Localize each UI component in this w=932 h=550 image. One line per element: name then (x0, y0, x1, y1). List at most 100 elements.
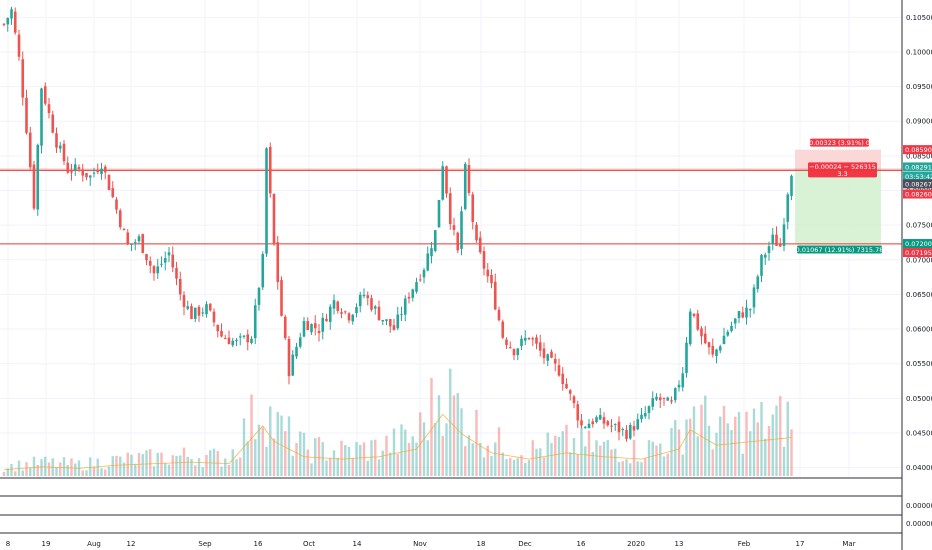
volume-bar (452, 395, 456, 476)
volume-bar (700, 404, 703, 476)
candle-body (235, 340, 238, 342)
candle-body (520, 338, 523, 347)
time-axis[interactable]: 8 19 Aug 12 Sep 16 Oct 14 Nov 18 Dec 16 2020 13 Feb 17 M… (0, 532, 902, 548)
volume-bars (2, 368, 793, 476)
candle-body (666, 397, 670, 401)
volume-bar (629, 463, 632, 476)
candle-body (471, 194, 475, 222)
horizontal-levels[interactable] (0, 168, 902, 245)
chart-grid (0, 0, 902, 478)
candle-body (77, 167, 81, 170)
volume-bar (325, 460, 328, 476)
volume-bar (606, 440, 609, 476)
volume-bar (261, 427, 264, 476)
time-tick-label: 8 (6, 540, 10, 548)
volume-bar (152, 466, 156, 476)
volume-bar (719, 416, 722, 476)
volume-bar (434, 422, 437, 476)
candle-body (182, 295, 186, 307)
volume-bar (494, 442, 497, 476)
candle-body (396, 314, 400, 329)
volume-bar (44, 456, 47, 476)
time-tick-label: Aug (87, 540, 101, 548)
volume-bar (737, 411, 741, 476)
candle-body (351, 314, 355, 322)
entry-label-text: 3.3 (837, 170, 847, 178)
volume-bar (392, 428, 396, 476)
candle-body (741, 312, 745, 318)
candle-body (486, 269, 490, 277)
candle-body (778, 243, 782, 247)
candle-body (70, 171, 73, 173)
volume-bar (36, 464, 39, 476)
volume-bar (156, 452, 159, 476)
time-tick-label: 16 (254, 540, 263, 548)
target-label-bg (797, 245, 882, 254)
candle-body (448, 193, 452, 225)
candle-body (47, 104, 51, 114)
time-tick-label: 13 (675, 540, 684, 548)
candle-body (752, 287, 756, 308)
volume-bar (670, 427, 673, 476)
candle-body (283, 316, 287, 339)
volume-bar (790, 429, 793, 476)
volume-bar (212, 448, 216, 476)
candle-body (433, 230, 437, 251)
candle-body (58, 145, 62, 149)
lower-panes (0, 477, 902, 534)
candle-body (332, 300, 336, 309)
candle-body (782, 224, 786, 247)
volume-bar (276, 412, 279, 476)
volume-bar (467, 435, 471, 476)
volume-bar (490, 455, 493, 476)
candle-body (392, 325, 396, 330)
candle-body (572, 396, 576, 404)
candle-body (790, 175, 793, 196)
volume-bar (482, 457, 486, 476)
candle-body (542, 348, 546, 359)
volume-bar (336, 457, 339, 476)
volume-bar (126, 452, 129, 476)
candle-body (51, 114, 55, 133)
volume-bar (197, 458, 201, 476)
volume-bar (100, 468, 103, 476)
price-axis[interactable]: 0.105000.100000.095000.090000.085000.080… (901, 0, 932, 550)
candle-body (610, 425, 613, 427)
candle-body (662, 397, 666, 399)
candle-body (246, 334, 250, 343)
volume-bar (407, 443, 411, 476)
candle-body (160, 263, 163, 265)
volume-bar (85, 470, 88, 476)
candle-body (505, 339, 508, 345)
volume-bar (381, 450, 384, 476)
volume-bar (239, 457, 242, 476)
candle-body (550, 351, 553, 358)
volume-bar (775, 405, 778, 476)
candle-body (493, 281, 497, 310)
volume-bar (621, 461, 624, 476)
volume-bar (332, 450, 336, 476)
volume-bar (366, 460, 369, 476)
candle-body (126, 232, 130, 245)
candle-body (527, 337, 531, 340)
candle-body (512, 349, 516, 356)
volume-bar (362, 442, 366, 476)
volume-bar (415, 442, 418, 476)
volume-bar (782, 446, 786, 476)
volume-bar (389, 452, 392, 476)
candle-body (561, 373, 565, 385)
volume-bar (40, 459, 43, 476)
volume-bar (70, 458, 73, 476)
current-price-tag-bg (903, 162, 932, 172)
candle-body (171, 254, 175, 268)
candle-body (133, 241, 137, 243)
candle-body (580, 420, 583, 426)
candle-body (242, 335, 246, 337)
candle-body (81, 169, 85, 176)
